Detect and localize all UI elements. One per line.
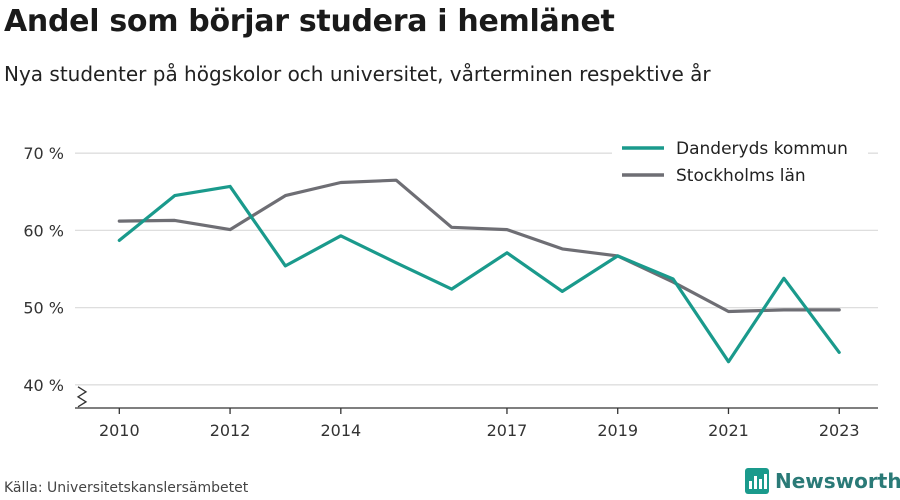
bar-chart-icon [745,468,769,494]
series-line [117,178,841,314]
x-tick-label: 2017 [487,421,528,440]
source-note: Källa: Universitetskanslersämbetet [4,480,249,496]
series-lines [117,178,841,364]
y-axis-labels: 40 % 50 % 60 % 70 % [23,144,64,395]
x-tick-label: 2010 [99,421,140,440]
newsworthy-logo: Newsworthy [745,468,900,494]
axis-break-icon [76,386,88,408]
x-axis-labels: 2010 2012 2014 2017 2019 2021 2023 [99,421,860,440]
legend-label: Stockholms län [676,166,806,186]
brand-name: Newsworthy [775,469,900,493]
legend: Danderyds kommun Stockholms län [612,132,868,190]
legend-background [612,132,868,190]
x-tick-label: 2021 [708,421,749,440]
x-tick-label: 2019 [597,421,638,440]
y-tick-label: 40 % [23,376,64,395]
y-tick-label: 50 % [23,299,64,318]
x-tick-label: 2014 [320,421,361,440]
x-axis [75,386,878,414]
legend-label: Danderyds kommun [676,139,848,159]
x-tick-label: 2012 [210,421,251,440]
series-line [117,184,841,364]
chart-title: Andel som börjar studera i hemlänet [4,4,615,39]
chart-subtitle: Nya studenter på högskolor och universit… [4,62,711,86]
x-tick-label: 2023 [819,421,860,440]
y-tick-label: 60 % [23,221,64,240]
y-tick-label: 70 % [23,144,64,163]
